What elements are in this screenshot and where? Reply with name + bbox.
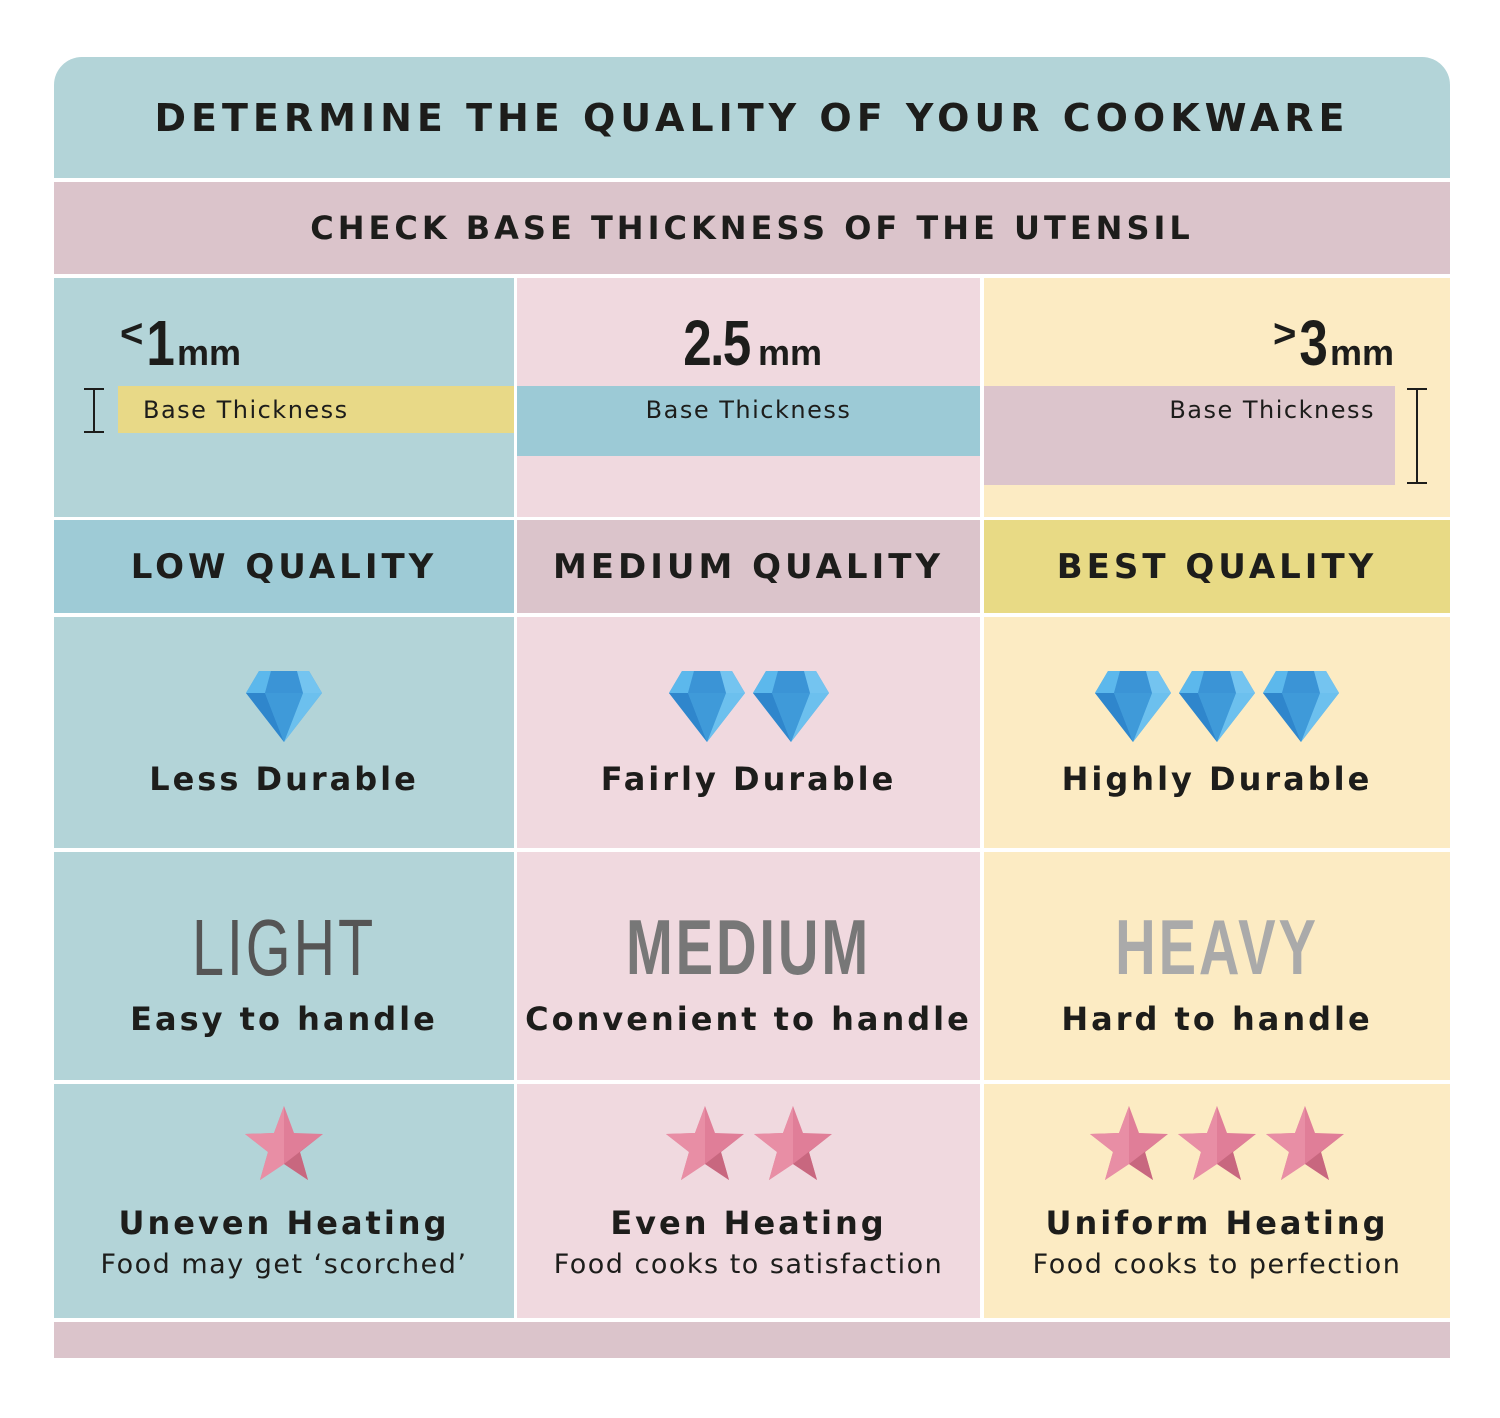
heating-cell: Uneven Heating Food may get ‘scorched’ <box>54 1084 514 1318</box>
diamond-rating <box>517 669 980 747</box>
thickness-indicator-icon <box>1407 388 1427 484</box>
thickness-cell: >3mm Base Thickness <box>984 278 1450 517</box>
diamond-icon <box>1178 669 1256 747</box>
diamond-icon <box>245 669 323 747</box>
diamond-rating <box>984 669 1450 747</box>
weight-word: HEAVY <box>1115 903 1319 991</box>
weight-word: LIGHT <box>191 903 377 992</box>
weight-cell: LIGHT Easy to handle <box>54 852 514 1080</box>
thickness-value: <1mm <box>120 306 241 380</box>
heating-note: Food may get ‘scorched’ <box>100 1249 468 1280</box>
symbol: < <box>120 312 144 356</box>
symbol: > <box>1273 312 1297 356</box>
star-icon <box>1264 1104 1346 1186</box>
weight-note: Convenient to handle <box>525 1000 972 1038</box>
weight-word: MEDIUM <box>625 903 872 991</box>
heating-note: Food cooks to perfection <box>1032 1249 1402 1280</box>
unit: mm <box>1329 332 1394 373</box>
section-subtitle: CHECK BASE THICKNESS OF THE UTENSIL <box>54 182 1450 274</box>
heating-label: Uneven Heating <box>118 1204 450 1242</box>
weight-note: Easy to handle <box>130 1000 438 1038</box>
thickness-cell: 2.5 mm Base Thickness <box>517 278 980 517</box>
value: 3 <box>1299 307 1328 379</box>
diamond-rating <box>54 669 514 747</box>
diamond-icon <box>1094 669 1172 747</box>
diamond-icon <box>752 669 830 747</box>
thickness-indicator-icon <box>84 388 104 433</box>
heating-note: Food cooks to satisfaction <box>553 1249 944 1280</box>
heating-label: Even Heating <box>610 1204 887 1242</box>
durability-label: Highly Durable <box>1061 760 1373 798</box>
diamond-icon <box>668 669 746 747</box>
durability-cell: Fairly Durable <box>517 617 980 848</box>
quality-header: BEST QUALITY <box>984 520 1450 613</box>
heating-cell: Uniform Heating Food cooks to perfection <box>984 1084 1450 1318</box>
weight-cell: MEDIUM Convenient to handle <box>517 852 980 1080</box>
weight-note: Hard to handle <box>1061 1000 1373 1038</box>
thickness-value: >3mm <box>1273 306 1394 380</box>
unit: mm <box>757 332 822 373</box>
quality-header: MEDIUM QUALITY <box>517 520 980 613</box>
diamond-icon <box>1262 669 1340 747</box>
thickness-cell: <1mm Base Thickness <box>54 278 514 517</box>
durability-label: Fairly Durable <box>600 760 897 798</box>
value: 2.5 <box>683 307 751 379</box>
star-rating <box>517 1104 980 1186</box>
thickness-bar: Base Thickness <box>118 386 514 433</box>
infographic: DETERMINE THE QUALITY OF YOUR COOKWARE C… <box>54 57 1450 1358</box>
star-rating <box>54 1104 514 1186</box>
weight-cell: HEAVY Hard to handle <box>984 852 1450 1080</box>
value: 1 <box>146 307 175 379</box>
star-icon <box>243 1104 325 1186</box>
heating-label: Uniform Heating <box>1045 1204 1389 1242</box>
durability-cell: Less Durable <box>54 617 514 848</box>
footer-band <box>54 1322 1450 1358</box>
star-rating <box>984 1104 1450 1186</box>
star-icon <box>664 1104 746 1186</box>
quality-header: LOW QUALITY <box>54 520 514 613</box>
star-icon <box>1088 1104 1170 1186</box>
page-title: DETERMINE THE QUALITY OF YOUR COOKWARE <box>54 57 1450 178</box>
durability-label: Less Durable <box>149 760 419 798</box>
durability-cell: Highly Durable <box>984 617 1450 848</box>
thickness-bar: Base Thickness <box>984 386 1395 485</box>
unit: mm <box>176 332 241 373</box>
thickness-value: 2.5 mm <box>675 306 822 380</box>
star-icon <box>1176 1104 1258 1186</box>
heating-cell: Even Heating Food cooks to satisfaction <box>517 1084 980 1318</box>
thickness-bar: Base Thickness <box>517 386 980 456</box>
star-icon <box>752 1104 834 1186</box>
